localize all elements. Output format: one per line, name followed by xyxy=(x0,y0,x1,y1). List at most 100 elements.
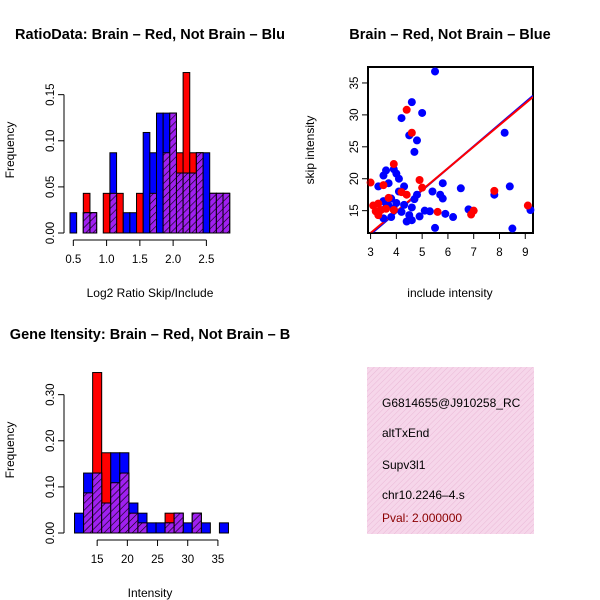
ratio-axes: 0.5 1.0 1.5 2.0 2.5 0.00 0.05 0.10 0.15 xyxy=(45,83,214,266)
scatter-point-blue xyxy=(397,114,406,123)
ratio-histogram: RatioData: Brain – Red, Not Brain – Blu … xyxy=(3,27,285,300)
scatter-point-blue xyxy=(412,190,421,199)
ratio-y-tick-label: 0.15 xyxy=(45,83,57,105)
ratio-xlabel: Log2 Ratio Skip/Include xyxy=(87,286,214,300)
ratio-bar-blue xyxy=(155,112,164,234)
scatter-points xyxy=(366,67,535,233)
scatter-title: Brain – Red, Not Brain – Blue xyxy=(349,27,550,43)
ratio-bar-overlap xyxy=(222,192,231,234)
gene-x-tick-label: 25 xyxy=(151,554,164,566)
gene-bar-blue xyxy=(218,522,229,534)
ratio-y-tick-label: 0.00 xyxy=(45,222,57,244)
scatter-point-red xyxy=(407,128,416,137)
scatter-point-red xyxy=(433,207,442,216)
scatter-point-blue xyxy=(412,136,421,145)
scatter-ylabel: skip intensity xyxy=(303,116,317,185)
scatter-point-blue xyxy=(425,207,434,216)
scatter-point-blue xyxy=(508,224,517,233)
scatter-point-red xyxy=(490,186,499,195)
scatter-point-red xyxy=(384,193,393,202)
gene-bar-overlap xyxy=(164,522,175,534)
ratio-ylabel: Frequency xyxy=(3,122,17,179)
gene-axes: 15 20 25 30 35 0.00 0.10 0.20 0.30 xyxy=(45,383,224,566)
intensity-scatter: Brain – Red, Not Brain – Blue 3 4 5 6 7 8 9 15 2… xyxy=(303,27,551,300)
scatter-point-blue xyxy=(407,98,416,107)
ratio-bar-overlap xyxy=(195,152,204,234)
scatter-point-red xyxy=(374,199,383,208)
scatter-x-tick-label: 7 xyxy=(471,247,477,259)
scatter-point-blue xyxy=(500,128,509,137)
gene-bar-blue xyxy=(74,512,85,534)
scatter-point-blue xyxy=(400,200,409,209)
gene-y-tick-label: 0.20 xyxy=(45,430,57,452)
scatter-point-red xyxy=(389,160,398,169)
ratio-bar-overlap xyxy=(162,152,171,234)
ratio-bar-blue xyxy=(129,212,138,234)
ratio-bar-overlap xyxy=(215,192,224,234)
gene-bars xyxy=(74,372,229,534)
scatter-xlabel: include intensity xyxy=(407,286,492,300)
ratio-bar-overlap xyxy=(175,172,184,234)
scatter-y-tick-label: 25 xyxy=(349,140,361,153)
ratio-bar-overlap xyxy=(169,112,177,234)
ratio-bar-blue xyxy=(122,212,131,234)
scatter-point-blue xyxy=(438,194,447,203)
scatter-point-blue xyxy=(438,179,447,188)
scatter-point-red xyxy=(382,204,391,213)
ratio-bar-red xyxy=(102,192,111,234)
gene-intensity-histogram: Gene Itensity: Brain – Red, Not Brain – … xyxy=(3,327,290,600)
info-location: chr10.2246–4.s xyxy=(382,488,465,502)
ratio-bar-overlap xyxy=(149,192,157,234)
gene-bar-overlap xyxy=(83,492,94,534)
scatter-x-tick-label: 9 xyxy=(522,247,528,259)
scatter-x-tick-label: 4 xyxy=(393,247,400,259)
scatter-point-blue xyxy=(428,187,437,196)
ratio-bar-overlap xyxy=(109,192,118,234)
scatter-point-blue xyxy=(397,207,406,216)
ratio-bar-blue xyxy=(202,152,211,234)
scatter-point-blue xyxy=(382,166,391,175)
info-id: G6814655@J910258_RC xyxy=(382,396,521,410)
gene-x-tick-label: 20 xyxy=(121,554,134,566)
ratio-y-tick-label: 0.05 xyxy=(45,176,57,198)
scatter-point-blue xyxy=(410,147,419,156)
scatter-point-blue xyxy=(505,182,514,191)
ratio-y-tick-label: 0.10 xyxy=(45,130,57,152)
scatter-point-blue xyxy=(418,108,427,117)
ratio-x-tick-label: 0.5 xyxy=(65,254,81,266)
info-pval: Pval: 2.000000 xyxy=(382,511,462,525)
gene-x-tick-label: 35 xyxy=(212,554,225,566)
gene-bar-overlap xyxy=(128,512,139,534)
ratio-x-tick-label: 1.5 xyxy=(132,254,148,266)
scatter-point-red xyxy=(415,176,424,185)
scatter-point-blue xyxy=(431,67,440,76)
gene-bar-overlap xyxy=(191,512,202,534)
ratio-title: RatioData: Brain – Red, Not Brain – Blu xyxy=(15,27,285,43)
gene-bar-blue xyxy=(182,522,193,534)
info-event-type: altTxEnd xyxy=(382,426,429,440)
ratio-bar-overlap xyxy=(209,192,217,234)
ratio-bar-overlap xyxy=(189,172,197,234)
scatter-point-blue xyxy=(441,209,450,218)
gene-bar-overlap xyxy=(110,482,121,534)
info-background xyxy=(367,367,534,534)
scatter-point-red xyxy=(389,206,398,215)
scatter-x-tick-label: 3 xyxy=(367,247,373,259)
gene-bar-overlap xyxy=(101,502,112,534)
gene-y-tick-label: 0.30 xyxy=(45,383,57,405)
scatter-y-tick-label: 30 xyxy=(349,108,361,121)
ratio-bar-overlap xyxy=(82,212,91,234)
gene-y-tick-label: 0.10 xyxy=(45,476,57,498)
scatter-point-blue xyxy=(407,216,416,225)
scatter-point-red xyxy=(397,188,406,197)
gene-bar-blue xyxy=(200,522,211,534)
gene-bar-overlap xyxy=(173,512,184,534)
ratio-bar-overlap xyxy=(89,212,98,234)
gene-bar-blue xyxy=(155,522,166,534)
gene-xlabel: Intensity xyxy=(128,586,173,600)
gene-bar-overlap xyxy=(119,472,130,534)
info-panel: G6814655@J910258_RC altTxEnd Supv3l1 chr… xyxy=(367,367,534,534)
scatter-x-tick-label: 8 xyxy=(496,247,502,259)
scatter-point-blue xyxy=(394,174,403,183)
scatter-y-tick-label: 20 xyxy=(349,172,361,185)
